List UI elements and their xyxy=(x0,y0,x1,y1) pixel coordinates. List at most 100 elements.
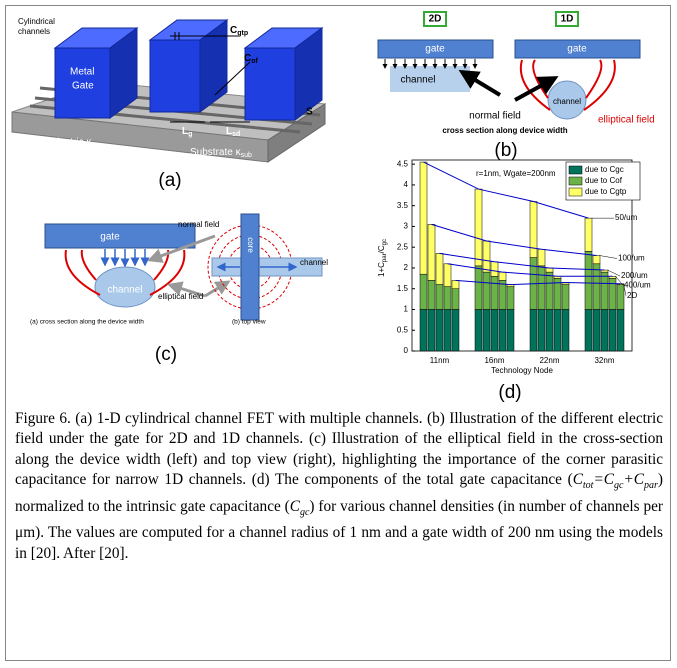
label: (a) cross section along the device width xyxy=(30,319,144,326)
panel-label: (b) xyxy=(494,140,517,161)
bar-segment xyxy=(601,272,608,309)
label: channel xyxy=(400,75,435,86)
label: elliptical field xyxy=(598,115,655,126)
bar-segment xyxy=(562,309,569,351)
bar-segment xyxy=(546,268,553,272)
legend-label: due to Cgtp xyxy=(585,187,627,196)
label: Metal xyxy=(70,67,94,78)
bar-segment xyxy=(585,251,592,309)
legend-label: due to Cof xyxy=(585,176,623,185)
bar-segment xyxy=(428,280,435,309)
line-label: 400/um xyxy=(624,280,651,289)
bar-segment xyxy=(585,309,592,351)
y-tick-label: 2 xyxy=(404,263,409,272)
bar-segment xyxy=(428,224,435,280)
label: gate xyxy=(567,44,587,55)
line-label: 100/um xyxy=(618,254,645,263)
label: gate xyxy=(100,232,120,243)
legend-swatch xyxy=(569,177,582,185)
trend-line xyxy=(440,253,605,270)
label: Gate xyxy=(72,81,94,92)
y-tick-label: 1 xyxy=(404,305,409,314)
bar-segment xyxy=(428,309,435,351)
bar-segment xyxy=(546,309,553,351)
x-tick-label: 32nm xyxy=(594,356,614,365)
bar-segment xyxy=(593,256,600,264)
caption: Figure 6. (a) 1-D cylindrical channel FE… xyxy=(15,409,663,564)
bar-segment xyxy=(601,309,608,351)
bar-segment xyxy=(530,202,537,258)
y-axis-label: 1+Cpar/Cgc xyxy=(377,239,387,277)
bar-segment xyxy=(491,262,498,277)
figure: Cylindrical channels Metal Gate Cgtp Cof… xyxy=(0,0,677,408)
bar-segment xyxy=(507,287,514,310)
label: normal field xyxy=(469,111,521,122)
panel-label: (a) xyxy=(158,170,181,191)
line-label: 200/um xyxy=(621,271,648,280)
bar-segment xyxy=(538,249,545,266)
bar-segment xyxy=(609,309,616,351)
label: S xyxy=(306,107,313,118)
y-tick-label: 3 xyxy=(404,222,409,231)
label: 2D xyxy=(429,14,442,25)
field-diagram xyxy=(45,214,322,320)
y-tick-label: 3.5 xyxy=(397,201,409,210)
bar-segment xyxy=(444,287,451,310)
bar-segment xyxy=(475,189,482,266)
bar-segment xyxy=(475,309,482,351)
line-label: 50/um xyxy=(615,213,638,222)
bar-segment xyxy=(436,309,443,351)
bar-segment xyxy=(491,309,498,351)
bar-segment xyxy=(499,272,506,280)
label: (b) top view xyxy=(232,319,266,326)
bar-segment xyxy=(436,253,443,284)
chart: 00.511.522.533.544.51+Cpar/CgcTechnology… xyxy=(377,159,651,403)
label: normal field xyxy=(178,220,219,229)
label: core xyxy=(246,237,255,253)
y-tick-label: 1.5 xyxy=(397,284,409,293)
bar-segment xyxy=(420,274,427,309)
y-tick-label: 4.5 xyxy=(397,159,409,168)
label: channel xyxy=(300,258,328,267)
bar-segment xyxy=(530,309,537,351)
bar-segment xyxy=(452,289,459,310)
x-axis-label: Technology Node xyxy=(491,366,553,375)
x-tick-label: 16nm xyxy=(484,356,504,365)
y-axis-label-part: 1+C xyxy=(377,262,386,277)
x-tick-label: 22nm xyxy=(539,356,559,365)
annotation: r=1nm, Wgate=200nm xyxy=(476,169,556,178)
label: channel xyxy=(553,97,581,106)
y-tick-label: 2.5 xyxy=(397,242,409,251)
bar-segment xyxy=(420,309,427,351)
label: 1D xyxy=(561,14,574,25)
bar-segment xyxy=(617,285,624,310)
bar-segment xyxy=(507,309,514,351)
panel-label: (d) xyxy=(498,382,521,403)
bar-segment xyxy=(585,218,592,251)
label: Gate Dielectric κox xyxy=(18,137,99,149)
bar-segment xyxy=(483,241,490,272)
label: cross section along device width xyxy=(442,126,567,135)
bar-segment xyxy=(538,266,545,310)
legend-swatch xyxy=(569,166,582,174)
bar-segment xyxy=(499,309,506,351)
bar-segment xyxy=(436,285,443,310)
bar-segment xyxy=(546,272,553,309)
y-tick-label: 4 xyxy=(404,180,409,189)
legend-label: due to Cgc xyxy=(585,165,624,174)
bar-segment xyxy=(444,264,451,287)
bar-segment xyxy=(475,266,482,310)
bar-segment xyxy=(483,309,490,351)
bar-segment xyxy=(538,309,545,351)
bar-segment xyxy=(593,309,600,351)
bar-segment xyxy=(420,162,427,274)
y-axis-label-part: /C xyxy=(377,245,386,253)
line-label: 2D xyxy=(627,291,637,300)
bar-segment xyxy=(491,276,498,309)
bar-segment xyxy=(554,309,561,351)
bar-segment xyxy=(444,309,451,351)
label: Cgtp xyxy=(230,25,248,37)
panel-label: (c) xyxy=(155,344,177,365)
field-diagram xyxy=(378,12,640,119)
trend-line xyxy=(432,224,597,255)
